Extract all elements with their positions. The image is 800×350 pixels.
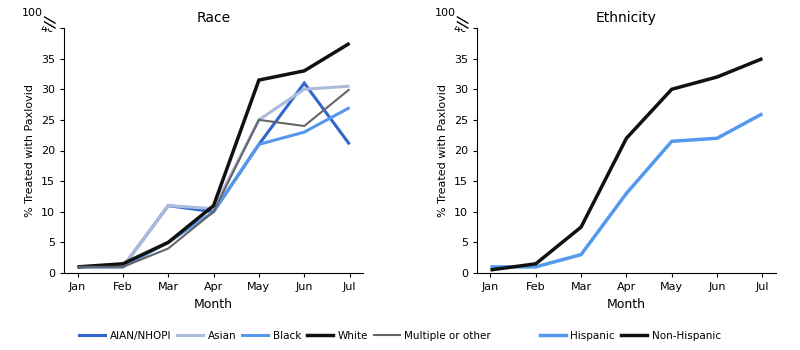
X-axis label: Month: Month [194,298,233,310]
Y-axis label: % Treated with Paxlovid: % Treated with Paxlovid [26,84,35,217]
Legend: AIAN/NHOPI, Asian, Black, White, Multiple or other,   , Hispanic, Non-Hispanic: AIAN/NHOPI, Asian, Black, White, Multipl… [75,327,725,345]
Text: 100: 100 [435,8,456,18]
Y-axis label: % Treated with Paxlovid: % Treated with Paxlovid [438,84,448,217]
Text: 100: 100 [22,8,43,18]
Title: Ethnicity: Ethnicity [596,12,657,26]
Title: Race: Race [197,12,230,26]
X-axis label: Month: Month [607,298,646,310]
